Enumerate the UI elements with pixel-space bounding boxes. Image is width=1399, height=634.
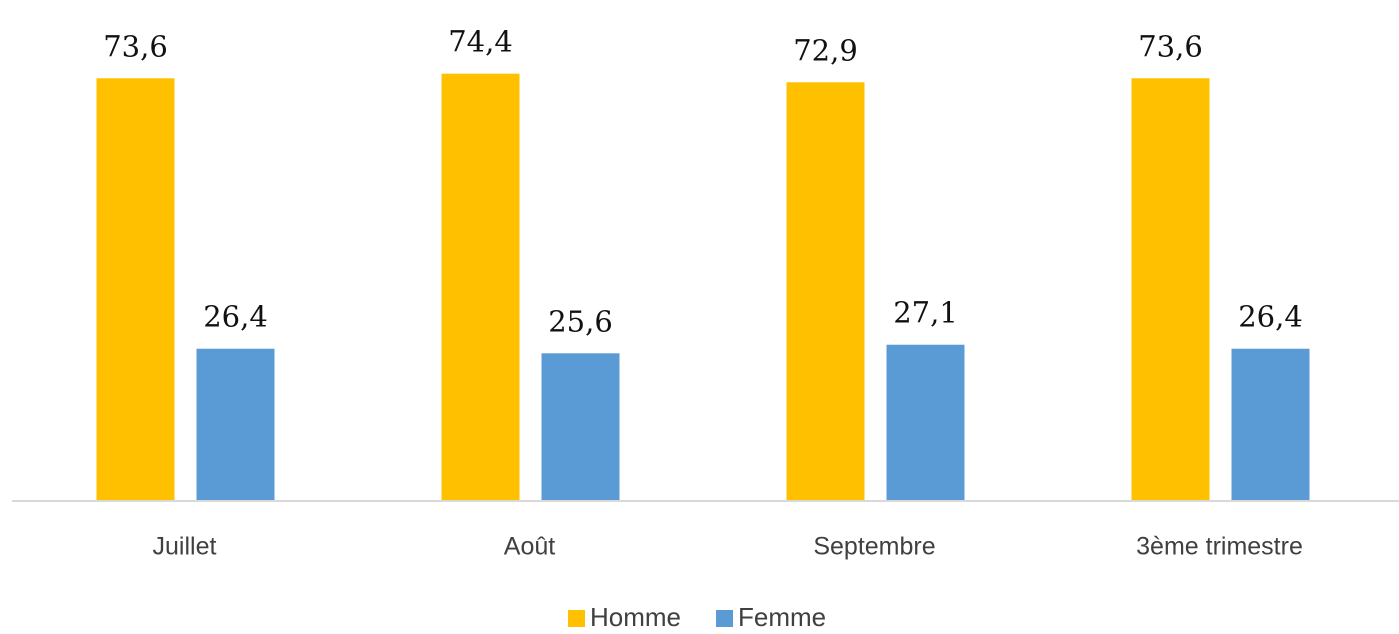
- legend-swatch: [568, 610, 585, 627]
- x-tick-label: Juillet: [153, 533, 217, 561]
- data-label: 74,4: [448, 25, 513, 59]
- bar: [1231, 348, 1310, 500]
- legend-label: Femme: [738, 602, 826, 632]
- data-label: 26,4: [203, 300, 268, 334]
- legend-label: Homme: [590, 602, 681, 632]
- data-label: 73,6: [103, 29, 168, 63]
- x-tick-label: Septembre: [813, 533, 935, 561]
- bar: [96, 78, 175, 500]
- bar: [786, 82, 865, 501]
- data-label: 25,6: [548, 304, 613, 338]
- bar: [441, 73, 520, 501]
- x-tick-label: 3ème trimestre: [1136, 533, 1303, 561]
- x-tick-label: Août: [504, 533, 555, 561]
- bar: [1131, 78, 1210, 500]
- data-label: 26,4: [1238, 300, 1303, 334]
- data-label: 72,9: [793, 33, 858, 67]
- bar: [541, 353, 620, 500]
- legend-swatch: [716, 610, 734, 627]
- bar: [886, 344, 965, 500]
- bar: [196, 348, 275, 500]
- data-label: 27,1: [893, 296, 958, 330]
- data-label: 73,6: [1138, 29, 1203, 63]
